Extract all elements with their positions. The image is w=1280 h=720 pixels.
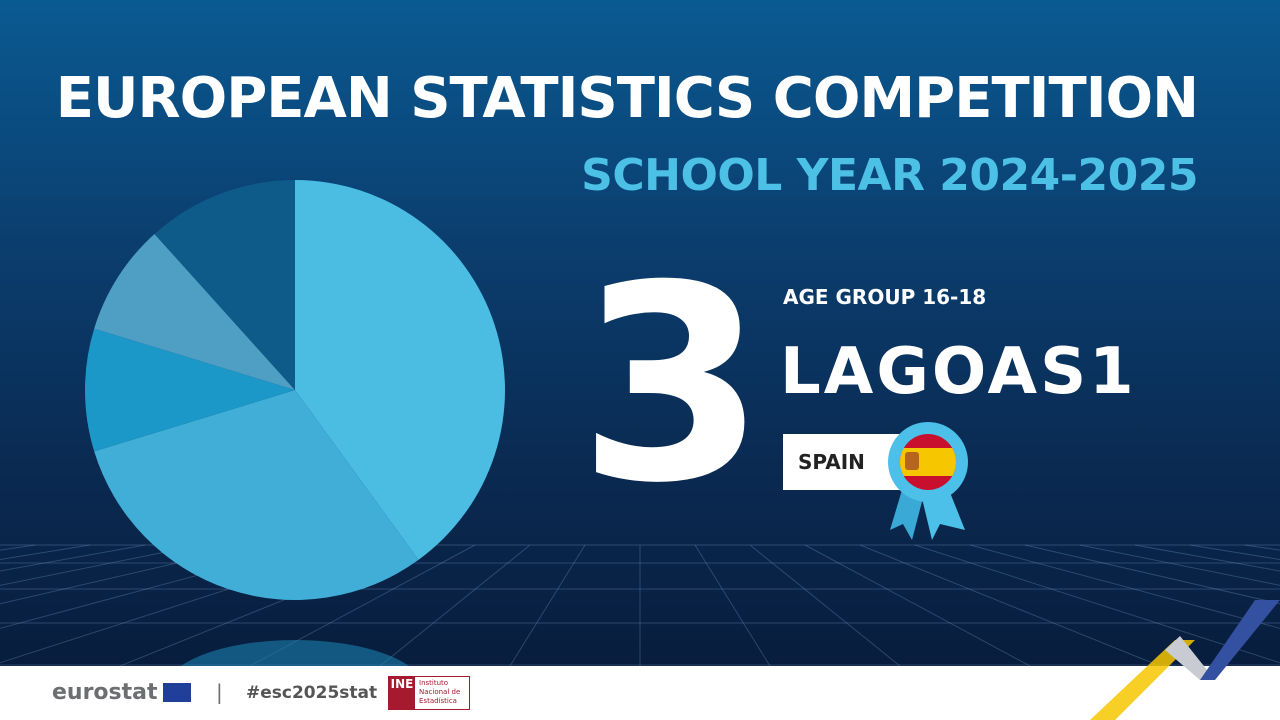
eu-flag-icon: [163, 683, 191, 702]
grid-line: [694, 544, 771, 666]
grid-line: [0, 544, 201, 586]
page-title: EUROPEAN STATISTICS COMPETITION: [55, 66, 1199, 131]
grid-line: [969, 544, 1280, 629]
grid-line: [1079, 544, 1280, 586]
grid-line: [859, 544, 1161, 666]
pie-slice: [94, 233, 296, 390]
grid-line: [0, 544, 146, 572]
country-label: SPAIN: [783, 434, 903, 490]
decorative-pie: [84, 180, 506, 600]
decorative-graphics: [0, 180, 1280, 666]
hashtag: #esc2025stat: [246, 683, 378, 703]
age-group: AGE GROUP 16-18: [783, 285, 987, 309]
eurostat-logo: eurostat: [52, 680, 158, 705]
pie-slice: [295, 180, 506, 560]
pie-reflection: [180, 640, 410, 666]
team-name: LAGOAS1: [780, 335, 1137, 409]
pie-slice: [84, 328, 295, 452]
page-subtitle: SCHOOL YEAR 2024-2025: [581, 150, 1198, 201]
grid-line: [0, 544, 256, 605]
grid-line: [509, 544, 586, 666]
pie-slice: [94, 390, 419, 600]
grid-line: [1024, 544, 1280, 605]
grid-line: [1134, 544, 1280, 572]
separator: |: [216, 680, 223, 704]
banner: EUROPEAN STATISTICS COMPETITION SCHOOL Y…: [0, 0, 1280, 666]
rosette-icon: [888, 422, 968, 540]
footer: eurostat | #esc2025stat: [0, 600, 1280, 720]
ine-logo: INE Instituto Nacional de Estadística: [388, 676, 470, 710]
grid-line: [379, 544, 531, 666]
grid-line: [804, 544, 1031, 666]
rank-number: 3: [578, 227, 766, 542]
pie-slice: [154, 180, 295, 390]
grid-line: [749, 544, 901, 666]
